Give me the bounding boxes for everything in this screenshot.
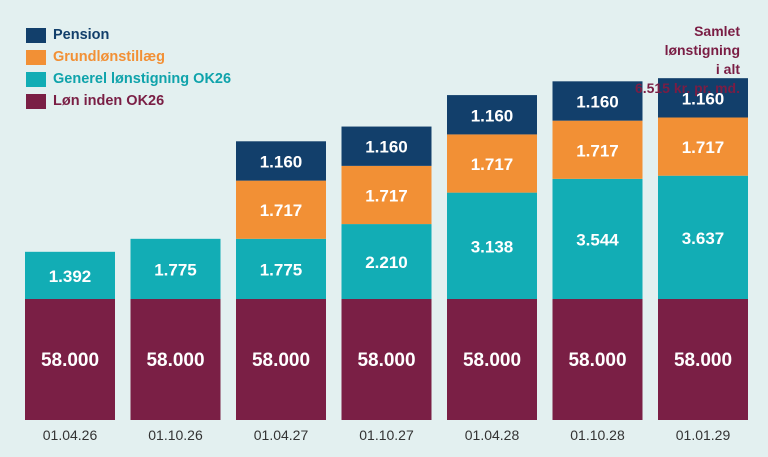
legend: Pension Grundlønstillæg Generel lønstignin… [26,24,231,112]
bar-segment [25,251,115,299]
bar-segment [658,117,748,176]
x-tick-label: 01.10.27 [359,427,414,443]
legend-label: Grundlønstillæg [53,49,165,65]
data-label: 1.160 [365,138,408,157]
bar-segment [25,299,115,420]
data-label: 1.775 [154,260,197,279]
note-line: 6.515 kr. pr. md. [634,80,740,96]
data-label: 1.160 [471,106,514,125]
bar-segment [447,299,537,420]
data-label: 1.717 [682,138,725,157]
bar-segment [341,299,432,420]
legend-swatch [26,49,46,65]
data-label: 58.000 [674,350,732,371]
bar-segment [236,180,326,239]
x-tick-label: 01.10.26 [148,427,203,443]
bar-segment [236,141,326,181]
x-tick-label: 01.04.28 [465,427,520,443]
note-line: Samlet [694,23,740,39]
data-label: 1.717 [260,201,303,220]
bar-segment [130,238,221,299]
data-label: 58.000 [568,350,626,371]
bar-segment [552,81,643,121]
bar-segment [552,299,643,420]
bar-segment [341,126,432,166]
data-label: 58.000 [357,350,415,371]
data-label: 1.160 [260,152,303,171]
bar-segment [658,175,748,299]
bar-segment [552,178,643,299]
legend-item: Generel lønstigning OK26 [26,68,231,90]
data-label: 1.717 [471,155,514,174]
data-label: 1.717 [365,186,408,205]
bar-segment [447,134,537,193]
legend-swatch [26,71,46,87]
legend-item: Grundlønstillæg [26,46,231,68]
data-label: 3.637 [682,229,725,248]
legend-swatch [26,93,46,109]
bar-segment [552,120,643,179]
bar-segment [447,95,537,135]
data-label: 1.775 [260,260,303,279]
data-label: 58.000 [252,350,310,371]
bar-segment [341,224,432,299]
data-label: 1.160 [576,92,619,111]
data-label: 1.717 [576,141,619,160]
bar-segment [341,165,432,225]
x-tick-label: 01.04.26 [43,427,98,443]
bar-segment [658,78,748,118]
bar-segment [658,299,748,420]
x-tick-label: 01.10.28 [570,427,625,443]
x-tick-label: 01.04.27 [254,427,309,443]
bar-segment [236,238,326,299]
data-label: 58.000 [41,350,99,371]
legend-label: Pension [53,27,110,43]
total-increase-note: Samlet lønstigning i alt 6.515 kr. pr. m… [580,22,740,98]
data-label: 3.138 [471,237,514,256]
data-label: 3.544 [576,230,619,249]
legend-swatch [26,27,46,43]
legend-label: Løn inden OK26 [53,93,165,109]
bar-segment [130,299,221,420]
bar-segment [236,299,326,420]
note-line: i alt [715,61,740,77]
legend-item: Pension [26,24,231,46]
data-label: 1.160 [682,89,725,108]
note-line: lønstigning [664,42,740,58]
data-label: 58.000 [146,350,204,371]
legend-label: Generel lønstigning OK26 [53,71,232,87]
data-label: 2.210 [365,253,408,272]
data-label: 58.000 [463,350,521,371]
data-label: 1.392 [49,267,92,286]
bar-segment [447,192,537,299]
legend-item: Løn inden OK26 [26,90,231,112]
x-tick-label: 01.01.29 [676,427,731,443]
